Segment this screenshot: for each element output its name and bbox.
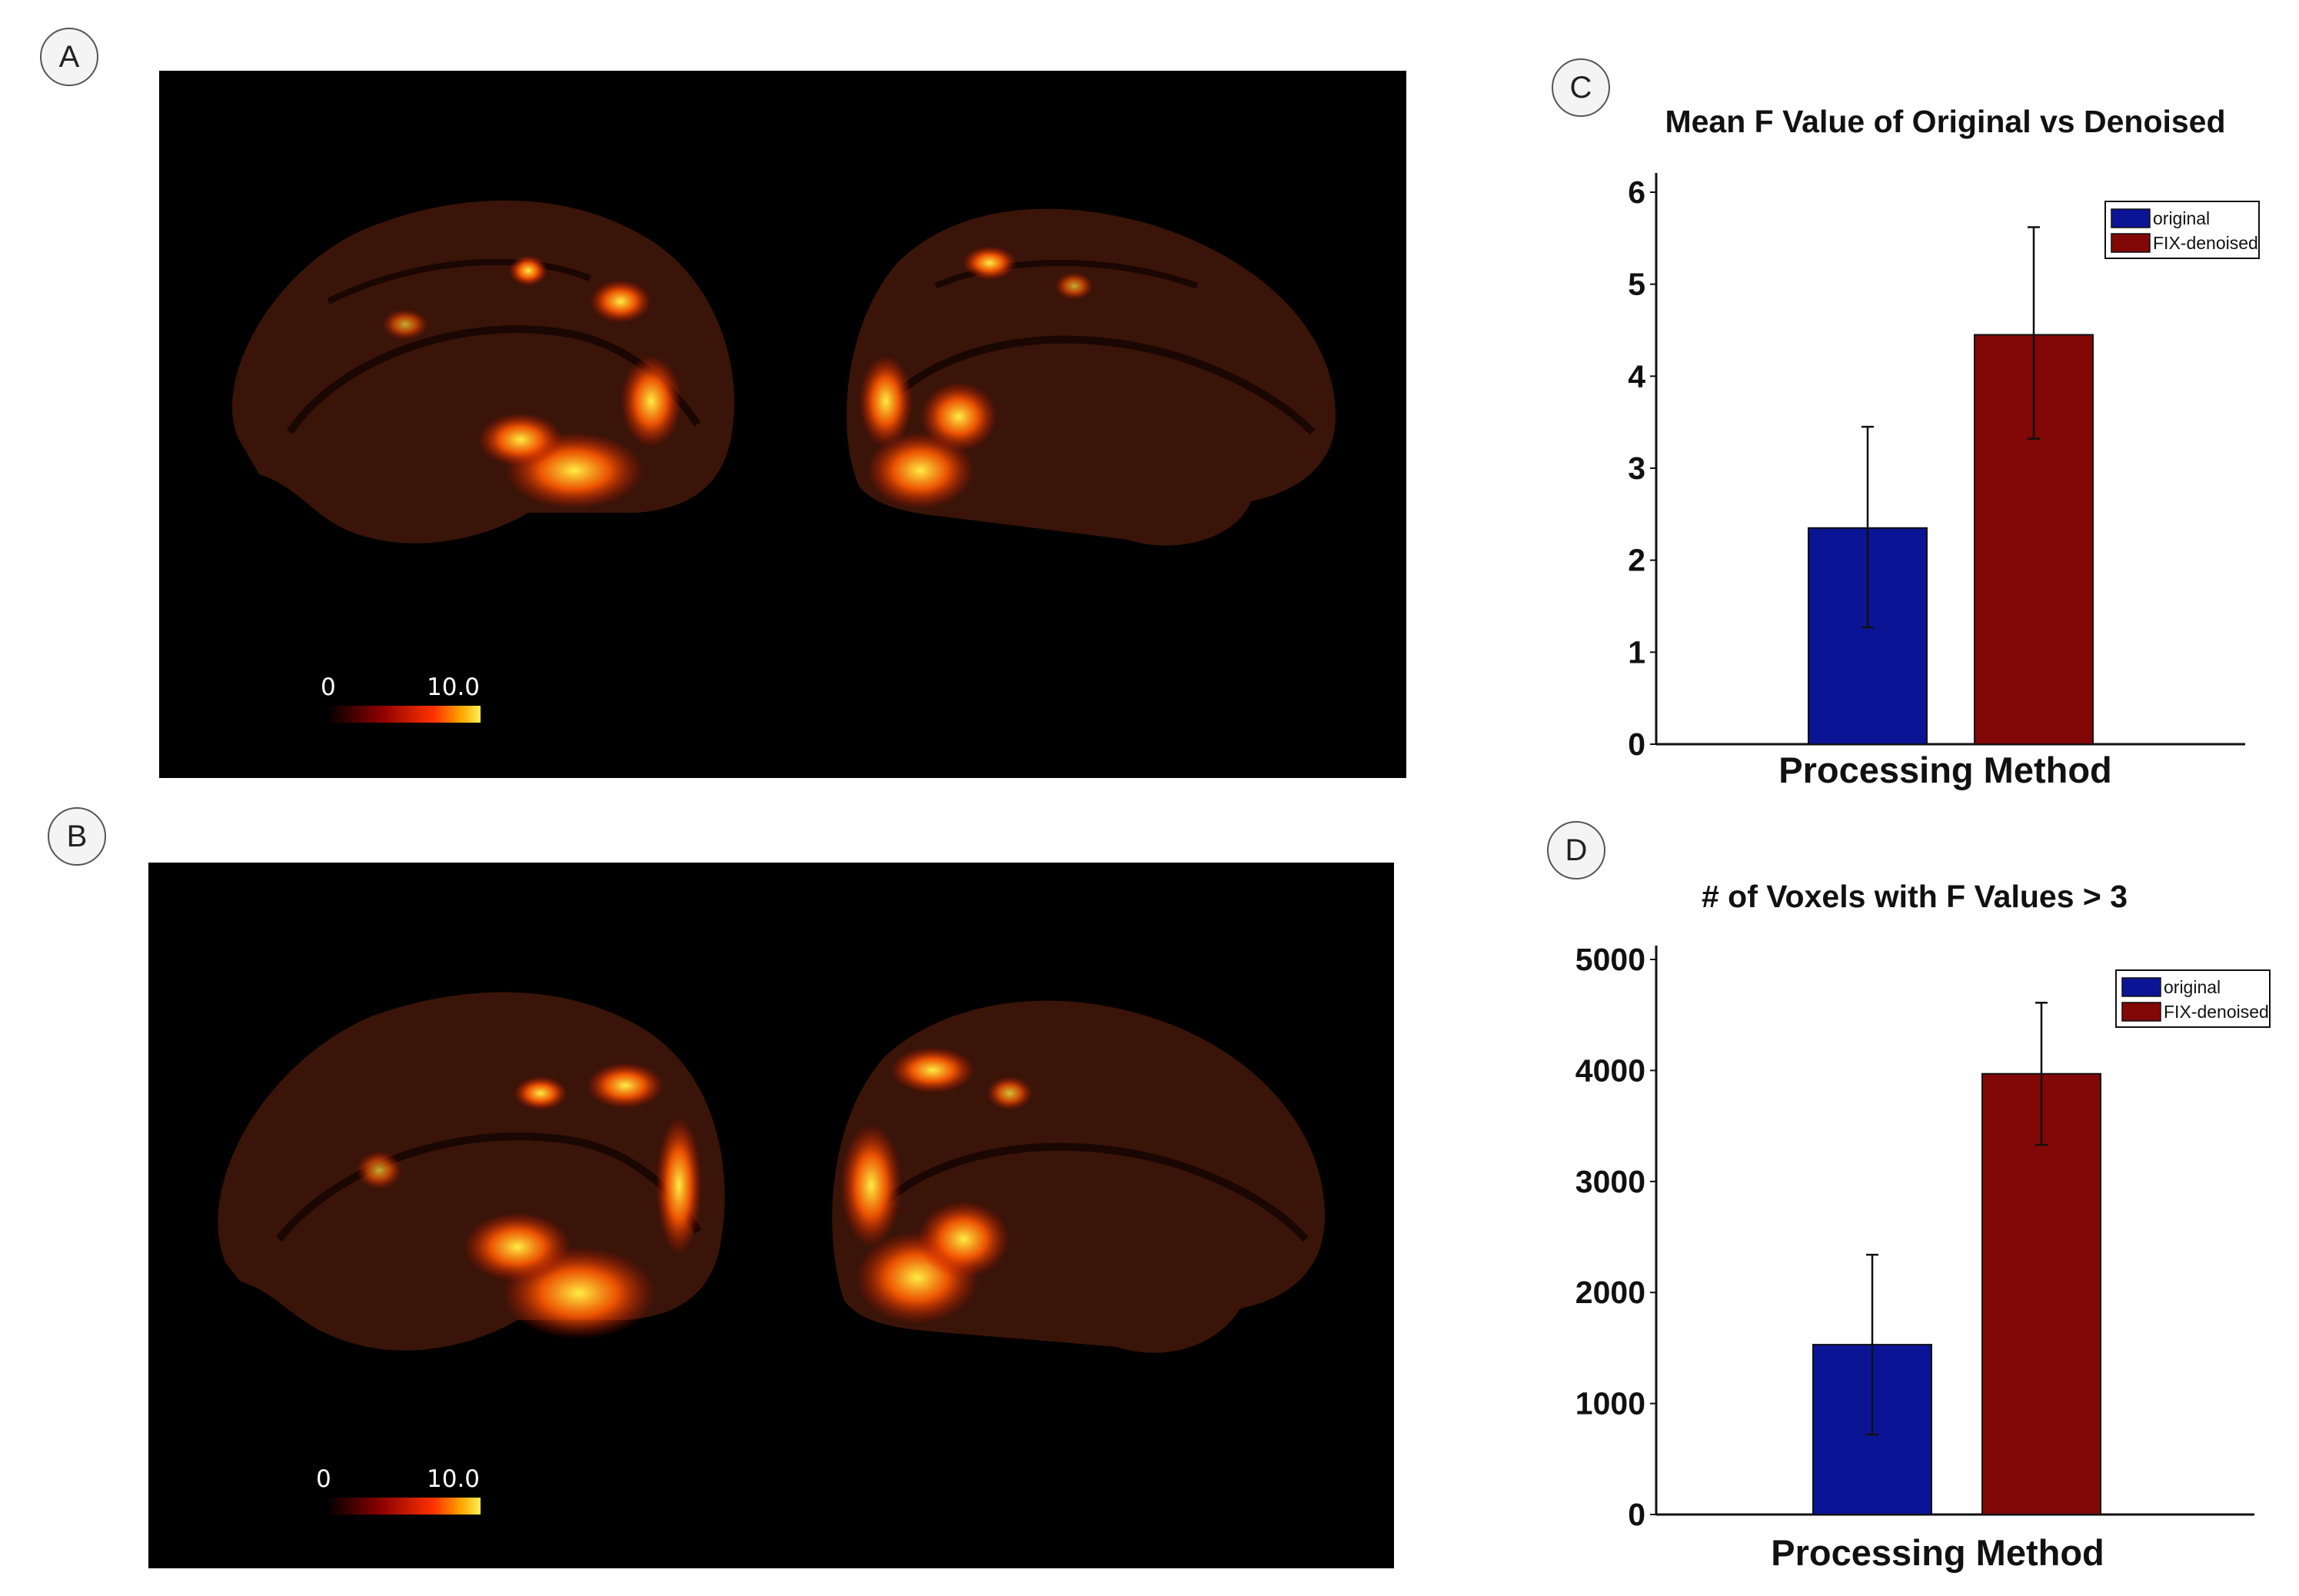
left-hemisphere-a xyxy=(231,200,735,544)
bar-fix-denoised xyxy=(1974,334,2094,745)
x-axis-label: Processing Method xyxy=(1778,750,2112,790)
panel-label-d: D xyxy=(1547,821,1605,879)
y-tick-label: 1000 xyxy=(1575,1386,1645,1421)
legend: original FIX-denoised xyxy=(2104,201,2260,259)
right-hemisphere-a xyxy=(847,208,1336,546)
y-tick-labels: 0 1000 2000 3000 4000 5000 xyxy=(1575,942,1656,1532)
y-tick-label: 3 xyxy=(1628,451,1645,486)
y-tick-label: 3000 xyxy=(1575,1164,1645,1199)
legend-swatch-denoised xyxy=(2111,233,2151,253)
bars xyxy=(1812,1072,2101,1515)
right-hemisphere-b xyxy=(832,1000,1325,1353)
x-axis-label: Processing Method xyxy=(1771,1532,2104,1573)
colorbar-min-label: 0 xyxy=(321,673,336,701)
error-bars xyxy=(1861,226,2040,629)
left-hemisphere-b xyxy=(218,992,725,1351)
legend-label-original: original xyxy=(2153,208,2210,228)
panel-label-b: B xyxy=(48,807,106,866)
legend-swatch-original xyxy=(2111,208,2151,228)
bar-fix-denoised xyxy=(1981,1072,2101,1515)
legend-swatch-original xyxy=(2121,977,2161,997)
y-tick-label: 4 xyxy=(1628,358,1645,394)
legend-swatch-denoised xyxy=(2121,1002,2161,1022)
y-tick-label: 4000 xyxy=(1575,1052,1645,1088)
y-tick-label: 1 xyxy=(1628,634,1645,670)
legend-label-original: original xyxy=(2164,977,2221,997)
y-tick-label: 0 xyxy=(1628,727,1645,762)
panel-label-a: A xyxy=(40,28,98,86)
y-tick-label: 0 xyxy=(1628,1497,1645,1532)
error-bars xyxy=(1866,1002,2048,1436)
colorbar-max-label: 10.0 xyxy=(427,673,480,701)
brain-activation-map-denoised: 0 10.0 xyxy=(148,863,1394,1568)
bars xyxy=(1808,334,2094,745)
chart-mean-f-value: Mean F Value of Original vs Denoised 0 1 2… xyxy=(1561,85,2291,800)
legend-label-denoised: FIX-denoised xyxy=(2153,233,2258,253)
y-tick-label: 5000 xyxy=(1575,942,1645,977)
colorbar-b: 0 10.0 xyxy=(316,1465,481,1515)
colorbar-min-label: 0 xyxy=(316,1465,331,1493)
panel-label-c: C xyxy=(1552,58,1610,117)
y-tick-labels: 0 1 2 3 4 5 6 xyxy=(1628,175,1656,762)
legend: original FIX-denoised xyxy=(2115,969,2271,1028)
colorbar-max-label: 10.0 xyxy=(427,1465,480,1493)
y-tick-label: 2000 xyxy=(1575,1275,1645,1310)
brain-activation-map-original: 0 10.0 xyxy=(159,71,1406,778)
y-tick-label: 5 xyxy=(1628,267,1645,302)
legend-label-denoised: FIX-denoised xyxy=(2164,1002,2269,1022)
colorbar-a: 0 10.0 xyxy=(321,673,481,723)
chart-title: Mean F Value of Original vs Denoised xyxy=(1665,104,2225,139)
chart-title: # of Voxels with F Values > 3 xyxy=(1702,879,2128,914)
y-tick-label: 6 xyxy=(1628,175,1645,210)
chart-voxel-count: # of Voxels with F Values > 3 0 1000 2000 3… xyxy=(1561,869,2291,1591)
y-tick-label: 2 xyxy=(1628,543,1645,578)
